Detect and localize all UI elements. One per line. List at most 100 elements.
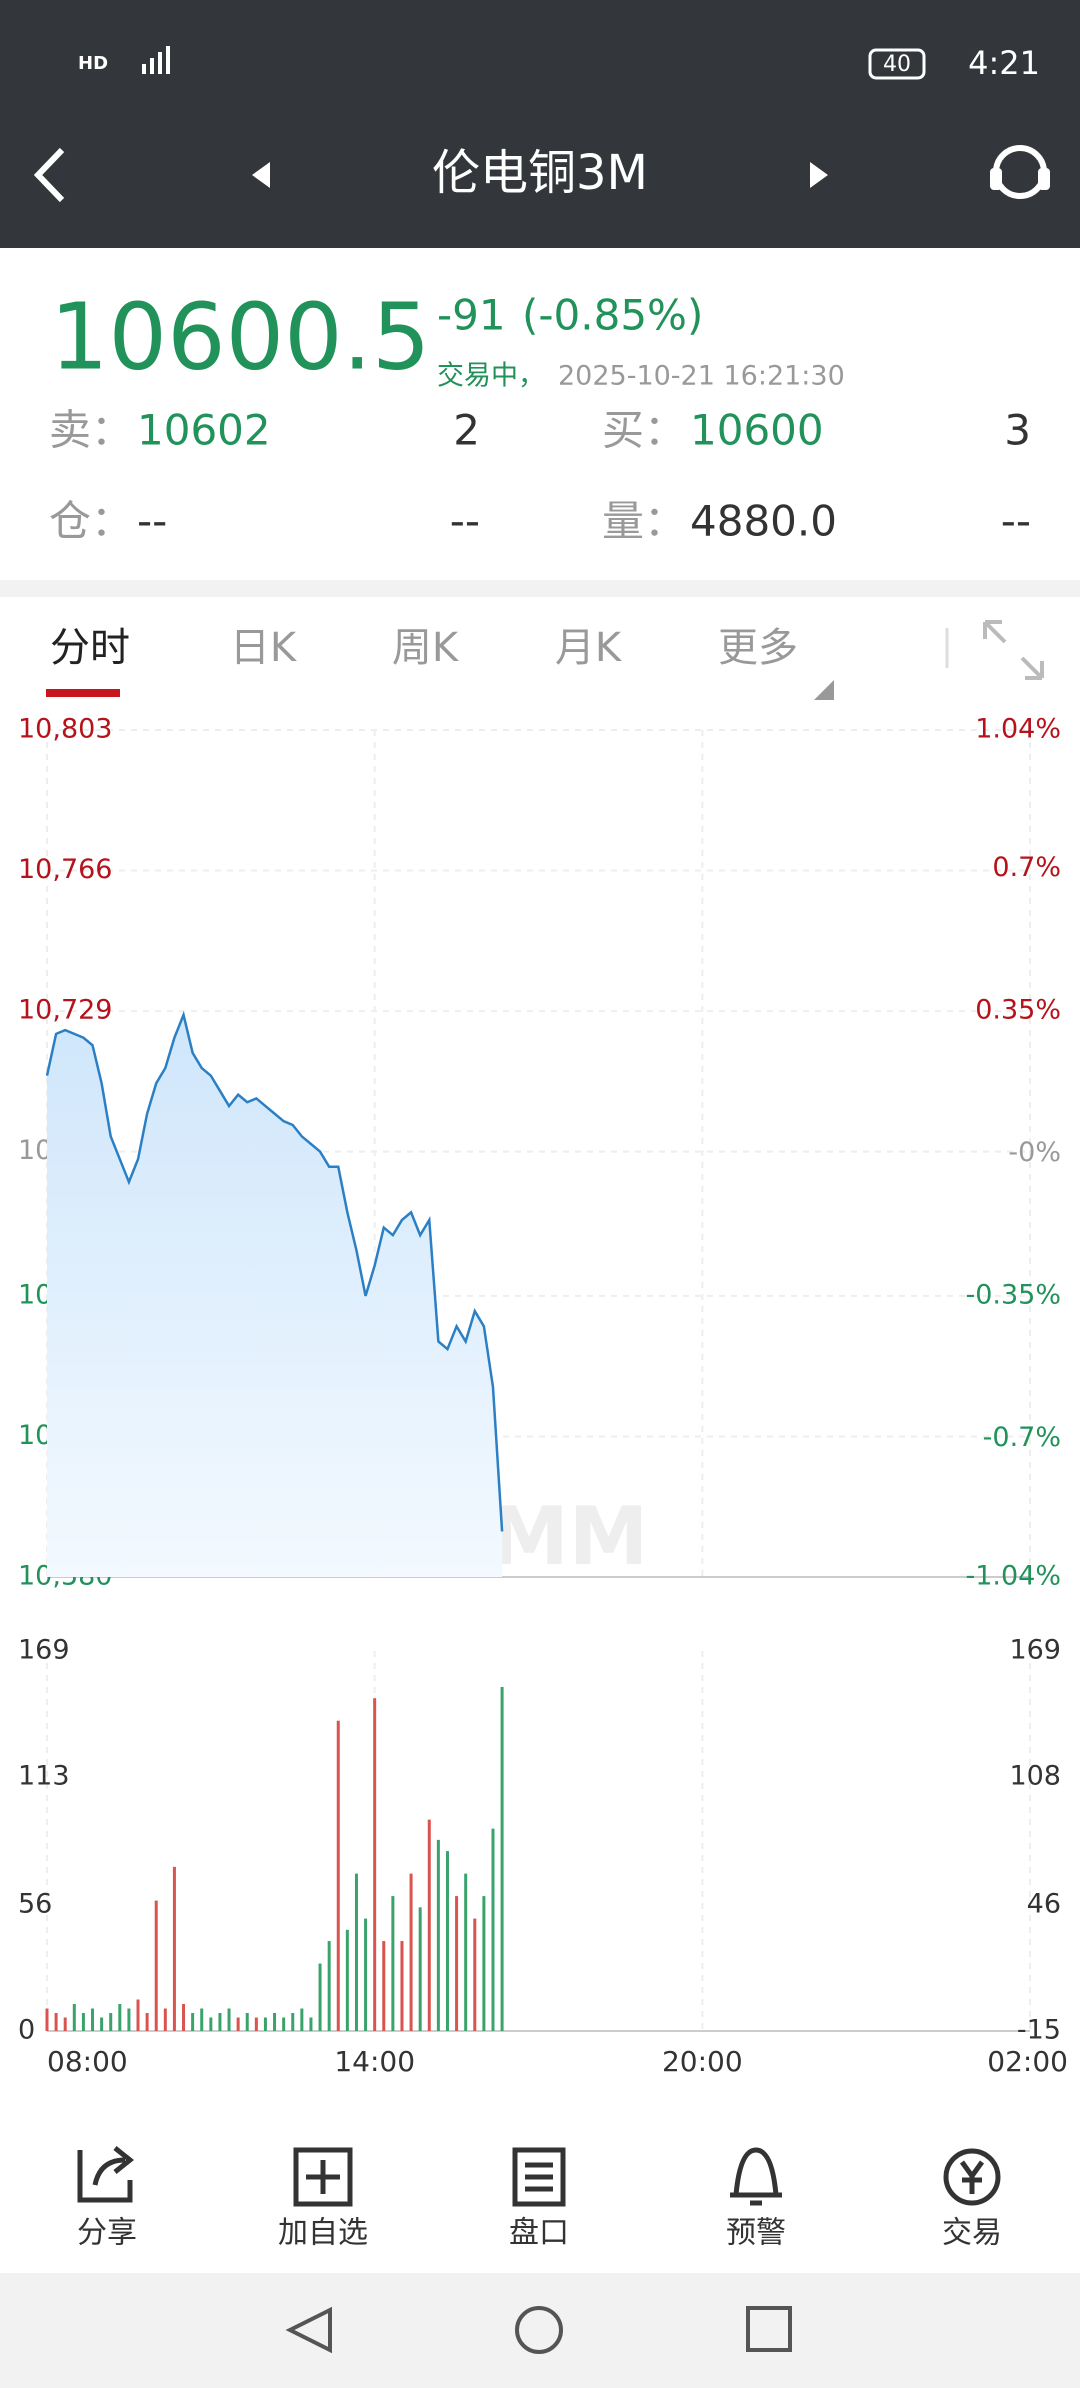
y2-tick-label: 108	[1009, 1760, 1061, 1791]
volume-bar	[127, 2008, 131, 2031]
fullscreen-button[interactable]	[983, 620, 1044, 680]
back-button[interactable]	[33, 147, 65, 203]
volume-bar	[500, 1686, 504, 2031]
y-tick-label: 169	[18, 1635, 70, 1666]
volume-bar	[54, 2013, 58, 2031]
y2-tick-label: -0.7%	[983, 1422, 1061, 1453]
nav-label[interactable]: 交易	[942, 2216, 1002, 2251]
system-home[interactable]	[515, 2306, 563, 2354]
system-back[interactable]	[285, 2306, 332, 2354]
volume-bar	[236, 2017, 240, 2031]
status-icons: HD	[78, 53, 108, 74]
volume-bar	[364, 1918, 368, 2031]
volume-bar	[172, 1866, 176, 2031]
volume-bar	[482, 1896, 486, 2031]
quote-field: 买：	[602, 406, 686, 455]
y2-tick-label: 1.04%	[975, 714, 1061, 745]
volume-bar	[191, 2013, 195, 2031]
quote-field: 量：	[602, 497, 686, 546]
battery-icon	[868, 48, 926, 80]
volume-bar	[455, 1896, 459, 2031]
chart-tab[interactable]: 更多	[718, 625, 798, 671]
y2-tick-label: -0%	[1008, 1137, 1061, 1168]
y-tick-label: 113	[18, 1760, 70, 1791]
volume-bar	[382, 1941, 386, 2031]
x-tick-label: 08:00	[47, 2045, 128, 2078]
trade-status: 交易中，	[437, 361, 545, 392]
next-button[interactable]	[810, 162, 828, 188]
volume-bar	[336, 1720, 340, 2031]
service-button[interactable]	[990, 145, 1050, 199]
clock: 4:21	[968, 44, 1040, 82]
chart-tab[interactable]: 周K	[392, 625, 460, 671]
volume-bar	[491, 1828, 495, 2031]
quote-field: --	[450, 497, 480, 546]
volume-bar	[263, 2017, 267, 2031]
price-change-pct: (-0.85%)	[522, 291, 703, 340]
volume-bar	[245, 2013, 249, 2031]
volume-bar	[436, 1839, 440, 2031]
nav-icon	[512, 2147, 566, 2207]
volume-bar	[373, 1698, 377, 2031]
volume-bar	[427, 1819, 431, 2031]
volume-bar	[391, 1896, 395, 2031]
system-recent[interactable]	[746, 2306, 792, 2352]
volume-bar	[154, 1900, 158, 2031]
y2-tick-label: 169	[1009, 1635, 1061, 1666]
page-title: 伦电铜3M	[432, 145, 648, 201]
quote-field: 仓：	[49, 497, 133, 546]
x-tick-label: 20:00	[662, 2045, 743, 2078]
volume-bar	[254, 2017, 258, 2031]
volume-bar	[327, 1941, 331, 2031]
volume-bar	[81, 2013, 85, 2031]
chart-tab[interactable]: 分时	[50, 625, 130, 671]
signal-icon	[142, 46, 170, 74]
prev-button[interactable]	[252, 162, 270, 188]
timestamp: 2025-10-21 16:21:30	[558, 361, 845, 392]
y2-tick-label: -15	[1017, 2015, 1061, 2046]
volume-bar	[63, 2017, 67, 2031]
price-area	[47, 1014, 503, 1577]
volume-bar	[136, 1999, 140, 2031]
volume-bar	[345, 1929, 349, 2031]
nav-label[interactable]: 加自选	[278, 2216, 368, 2251]
volume-bar	[100, 2017, 104, 2031]
volume-bar	[45, 2008, 49, 2031]
nav-icon	[77, 2146, 135, 2203]
volume-bar	[464, 1873, 468, 2031]
y2-tick-label: 46	[1027, 1889, 1061, 1920]
volume-bar	[163, 2008, 167, 2031]
x-tick-label: 14:00	[334, 2045, 415, 2078]
volume-bar	[118, 2004, 122, 2031]
volume-bar	[273, 2013, 277, 2031]
battery-level: 40	[883, 52, 911, 77]
x-tick-label: 02:00	[987, 2045, 1068, 2078]
price-change: -91	[437, 291, 506, 340]
nav-label[interactable]: 盘口	[509, 2216, 569, 2251]
y-tick-label: 56	[18, 1889, 52, 1920]
volume-bar	[227, 2008, 231, 2031]
volume-bar	[200, 2008, 204, 2031]
chart-tab[interactable]: 月K	[555, 625, 623, 671]
y-tick-label: 10,729	[18, 995, 112, 1026]
volume-bar	[309, 2017, 313, 2031]
y2-tick-label: -0.35%	[965, 1280, 1061, 1311]
volume-bar	[291, 2013, 295, 2031]
nav-label[interactable]: 分享	[77, 2216, 137, 2251]
y-tick-label: 10,766	[18, 854, 112, 885]
volume-bar	[354, 1873, 358, 2031]
quote-field: --	[1001, 497, 1031, 546]
tab-underline	[46, 689, 120, 697]
quote-field: 10602	[137, 406, 271, 455]
volume-bar	[145, 2013, 149, 2031]
volume-bar	[182, 2004, 186, 2031]
nav-icon	[293, 2147, 353, 2207]
volume-bar	[109, 2013, 113, 2031]
volume-bar	[218, 2013, 222, 2031]
y-tick-label: 0	[18, 2015, 35, 2046]
nav-label[interactable]: 预警	[726, 2216, 786, 2251]
chart-tab[interactable]: 日K	[230, 625, 298, 671]
system-nav	[0, 2273, 1080, 2388]
y2-tick-label: -1.04%	[965, 1561, 1061, 1592]
